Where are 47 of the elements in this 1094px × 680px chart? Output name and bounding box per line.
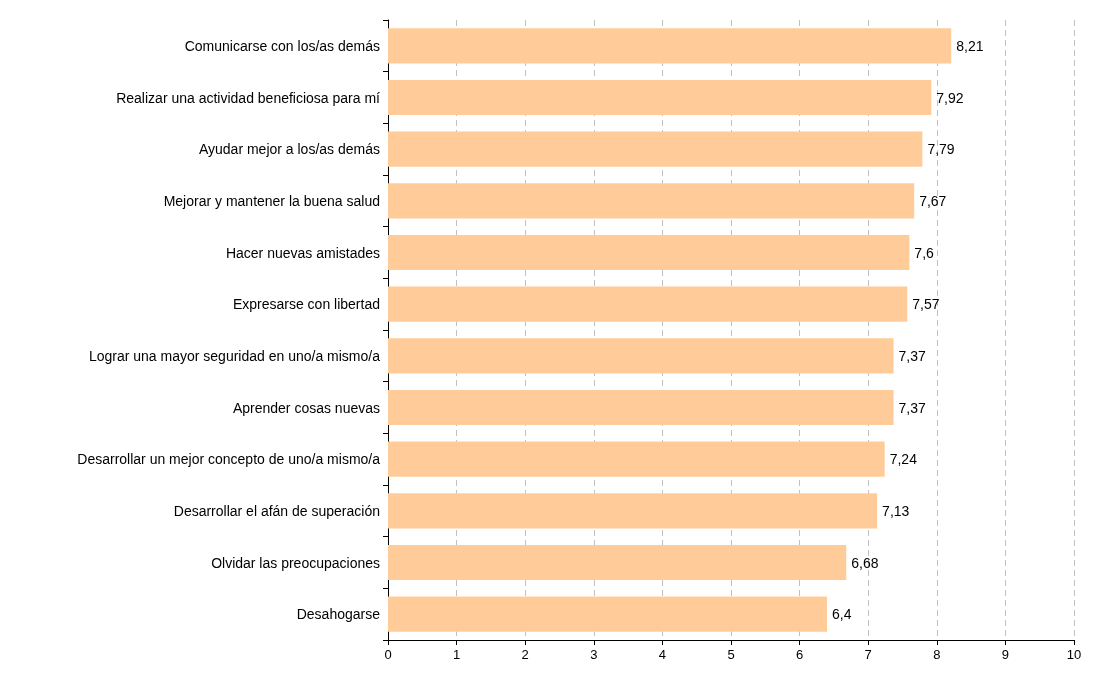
bar [388, 596, 828, 632]
data-label: 6,68 [851, 554, 879, 571]
x-tick-label: 10 [1066, 647, 1082, 662]
y-tick-label: Lograr una mayor seguridad en uno/a mismo/a [88, 347, 381, 364]
y-tick-label: Hacer nuevas amistades [225, 244, 380, 261]
x-tick-label: 7 [864, 647, 872, 662]
y-tick-label: Desarrollar el afán de superación [173, 502, 380, 519]
y-tick-label: Desarrollar un mejor concepto de uno/a mismo/a [77, 451, 381, 468]
data-label: 8,21 [956, 37, 984, 54]
bar [388, 28, 952, 64]
bar [388, 493, 878, 529]
data-label: 7,37 [898, 347, 927, 364]
y-tick-label: Expresarse con libertad [232, 296, 380, 313]
y-tick-label: Ayudar mejor a los/as demás [198, 141, 380, 158]
data-label: 7,92 [936, 89, 964, 106]
x-tick-label: 5 [727, 647, 735, 662]
data-label: 7,6 [914, 244, 935, 261]
bar [388, 79, 932, 116]
x-tick-label: 1 [452, 647, 461, 662]
x-tick-label: 3 [590, 647, 598, 662]
y-tick-label: Olvidar las preocupaciones [211, 554, 380, 571]
x-tick-label: 2 [521, 647, 529, 662]
y-tick-label: Mejorar y mantener la buena salud [163, 192, 380, 209]
y-tick-label: Aprender cosas nuevas [232, 399, 380, 416]
data-label: 7,57 [912, 296, 940, 313]
bar [388, 441, 885, 477]
x-tick-label: 0 [384, 647, 392, 662]
y-tick-label: Desahogarse [296, 606, 381, 623]
x-tick-label: 8 [933, 647, 941, 662]
x-tick-label: 4 [658, 647, 667, 662]
bar [388, 338, 894, 374]
data-label: 7,79 [927, 141, 955, 158]
bar [388, 183, 915, 219]
data-label: 7,24 [889, 451, 918, 468]
x-tick-label: 6 [795, 647, 804, 662]
data-label: 6,4 [832, 606, 852, 623]
bar [388, 286, 908, 322]
data-label: 7,67 [919, 192, 947, 209]
bar [388, 131, 923, 167]
data-label: 7,13 [882, 502, 910, 519]
bar [388, 389, 894, 426]
data-label: 7,37 [898, 399, 927, 416]
y-tick-label: Comunicarse con los/as demás [184, 37, 380, 54]
x-tick-label: 9 [1001, 647, 1010, 662]
bar [388, 544, 847, 581]
y-tick-label: Realizar una actividad beneficiosa para mí [116, 89, 381, 106]
bar [388, 234, 910, 271]
